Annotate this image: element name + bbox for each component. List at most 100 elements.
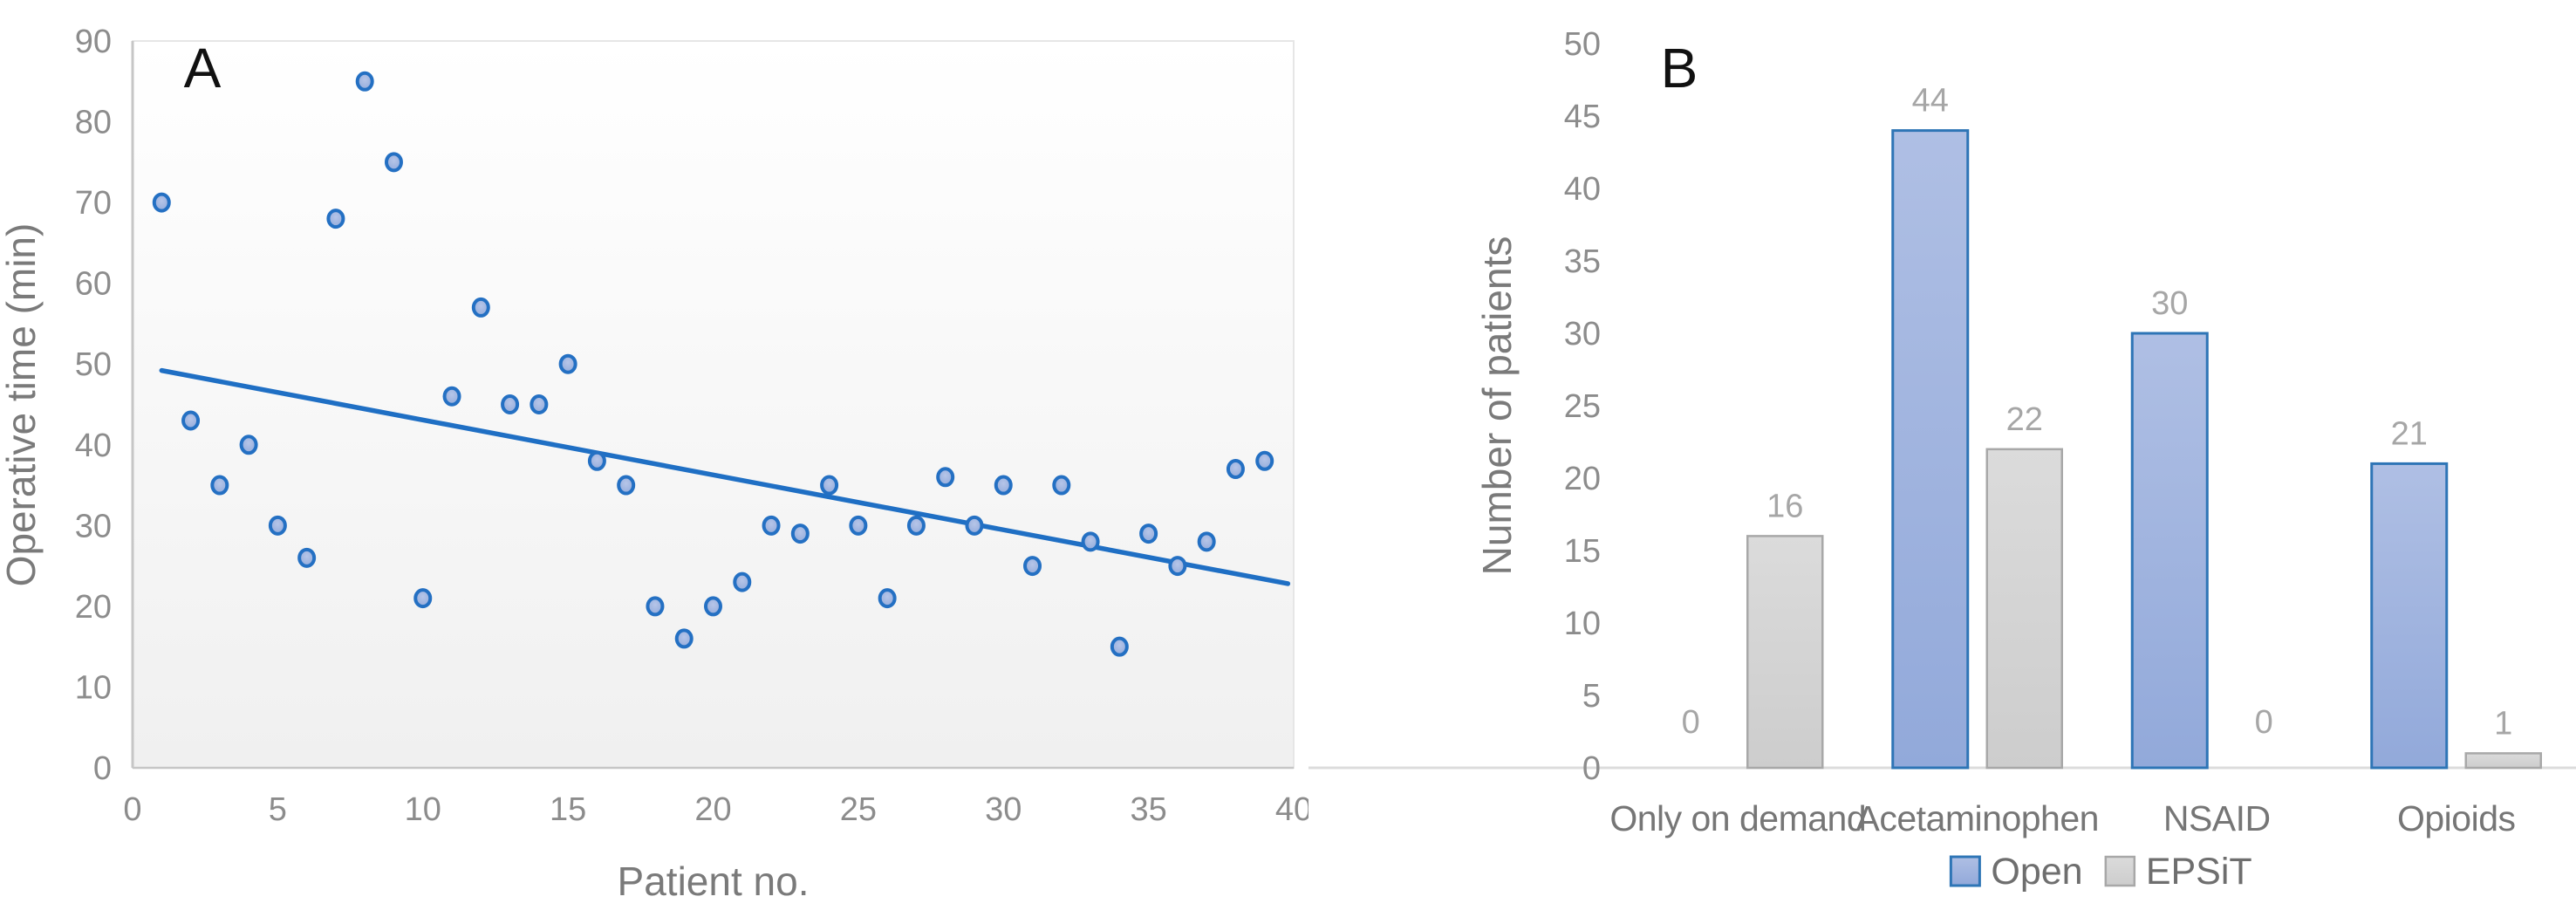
scatter-point	[994, 475, 1013, 496]
scatter-point	[442, 386, 461, 407]
y-axis-tick-label: 5	[1582, 678, 1601, 715]
legend-epsit-swatch	[2104, 855, 2136, 887]
y-axis-tick-label: 0	[93, 750, 112, 787]
y-axis-tick-label: 20	[75, 589, 112, 626]
bar-value-label: 1	[2494, 705, 2512, 742]
scatter-point	[1255, 450, 1274, 471]
y-axis-title: Number of patients	[1474, 236, 1520, 576]
scatter-point	[849, 515, 868, 536]
scatter-point	[906, 515, 926, 536]
panel-label-a: A	[184, 37, 222, 99]
scatter-point	[878, 588, 897, 609]
y-axis-tick-label: 40	[1564, 171, 1601, 208]
scatter-point	[762, 515, 781, 536]
scatter-point	[790, 524, 810, 544]
y-axis-tick-label: 60	[75, 266, 112, 303]
bar-value-label: 16	[1766, 488, 1803, 524]
scatter-point	[936, 467, 955, 488]
trend-line	[159, 367, 1291, 586]
y-axis-tick-label: 90	[75, 24, 112, 60]
scatter-point	[239, 435, 258, 455]
scatter-point	[733, 571, 752, 592]
category-label: Only on demand	[1609, 798, 1866, 838]
legend-open-label: Open	[1991, 851, 2082, 893]
scatter-chart-operative-time: 0 10 20 30 40 50 60 70 80 90 0 5 10 15 20 25 30 35 40 Opera…	[0, 24, 1308, 904]
y-axis-tick-label: 30	[1564, 316, 1601, 352]
bar-epsit-acetaminophen	[1985, 448, 2063, 770]
scatter-point	[1052, 475, 1071, 496]
scatter-point	[1139, 524, 1158, 544]
scatter-point	[210, 475, 229, 496]
scatter-point	[530, 394, 549, 414]
bar-value-label: 0	[2255, 704, 2273, 741]
bar-value-label: 30	[2151, 285, 2188, 322]
legend-open-swatch	[1949, 855, 1981, 887]
x-axis-tick-label: 0	[123, 791, 141, 828]
y-axis-tick-label: 10	[1564, 606, 1601, 642]
x-axis-tick-label: 20	[694, 791, 731, 828]
y-axis-tick-label: 70	[75, 185, 112, 222]
scatter-point	[558, 353, 577, 374]
scatter-point	[1081, 531, 1100, 552]
y-axis-title: Operative time (min)	[0, 223, 44, 587]
bar-open-nsaid	[2130, 332, 2209, 770]
scatter-point	[1023, 556, 1042, 577]
y-axis-tick-label: 25	[1564, 388, 1601, 425]
bar-value-label: 44	[1912, 83, 1949, 120]
scatter-point	[704, 596, 722, 617]
bar-value-label: 21	[2391, 415, 2428, 452]
legend: Open EPSiT	[1949, 851, 2252, 893]
y-axis-tick-label: 10	[75, 669, 112, 706]
bar-value-label: 0	[1682, 704, 1700, 741]
panel-label-b: B	[1661, 37, 1698, 99]
scatter-point	[587, 450, 606, 471]
y-axis-tick-label: 45	[1564, 99, 1601, 135]
scatter-point	[646, 596, 665, 617]
y-axis-tick-label: 80	[75, 105, 112, 141]
legend-epsit-label: EPSiT	[2146, 851, 2252, 893]
scatter-point	[1197, 531, 1216, 552]
y-axis-tick-label: 30	[75, 508, 112, 544]
x-axis-tick-label: 35	[1130, 791, 1166, 828]
scatter-point	[820, 475, 839, 496]
category-label: Acetaminophen	[1856, 798, 2099, 838]
bar-epsit-opioids	[2464, 752, 2542, 770]
y-axis-tick-label: 20	[1564, 461, 1601, 497]
scatter-point	[181, 410, 201, 431]
y-axis-tick-label: 40	[75, 428, 112, 464]
scatter-point	[1168, 556, 1187, 577]
x-axis-tick-label: 15	[550, 791, 586, 828]
scatter-point	[1110, 636, 1129, 657]
x-axis-tick-label: 40	[1275, 791, 1308, 828]
scatter-point	[297, 547, 317, 568]
y-axis-tick-label: 0	[1582, 750, 1601, 787]
x-axis-title: Patient no.	[618, 859, 810, 904]
scatter-point	[617, 475, 636, 496]
scatter-point	[326, 209, 345, 229]
scatter-point	[674, 628, 694, 649]
bar-value-label: 22	[2006, 401, 2043, 438]
x-axis-tick-label: 30	[985, 791, 1022, 828]
scatter-point	[965, 515, 984, 536]
category-label: Opioids	[2397, 798, 2516, 838]
x-axis-tick-label: 25	[840, 791, 877, 828]
scatter-point	[471, 297, 490, 318]
plot-area	[132, 40, 1295, 769]
y-axis-tick-label: 50	[1564, 26, 1601, 63]
scatter-point	[413, 588, 433, 609]
y-axis-tick-label: 35	[1564, 243, 1601, 280]
x-axis-tick-label: 5	[269, 791, 287, 828]
bar-open-acetaminophen	[1891, 129, 1970, 770]
scatter-point	[1226, 459, 1245, 480]
y-axis-tick-label: 15	[1564, 533, 1601, 570]
scatter-point	[384, 152, 403, 173]
x-axis-tick-label: 10	[405, 791, 441, 828]
scatter-point	[501, 394, 520, 414]
bar-open-opioids	[2370, 462, 2449, 770]
scatter-point	[268, 515, 287, 536]
bar-epsit-only-on-demand	[1746, 535, 1824, 770]
y-axis-tick-label: 50	[75, 346, 112, 383]
category-label: NSAID	[2163, 798, 2271, 838]
